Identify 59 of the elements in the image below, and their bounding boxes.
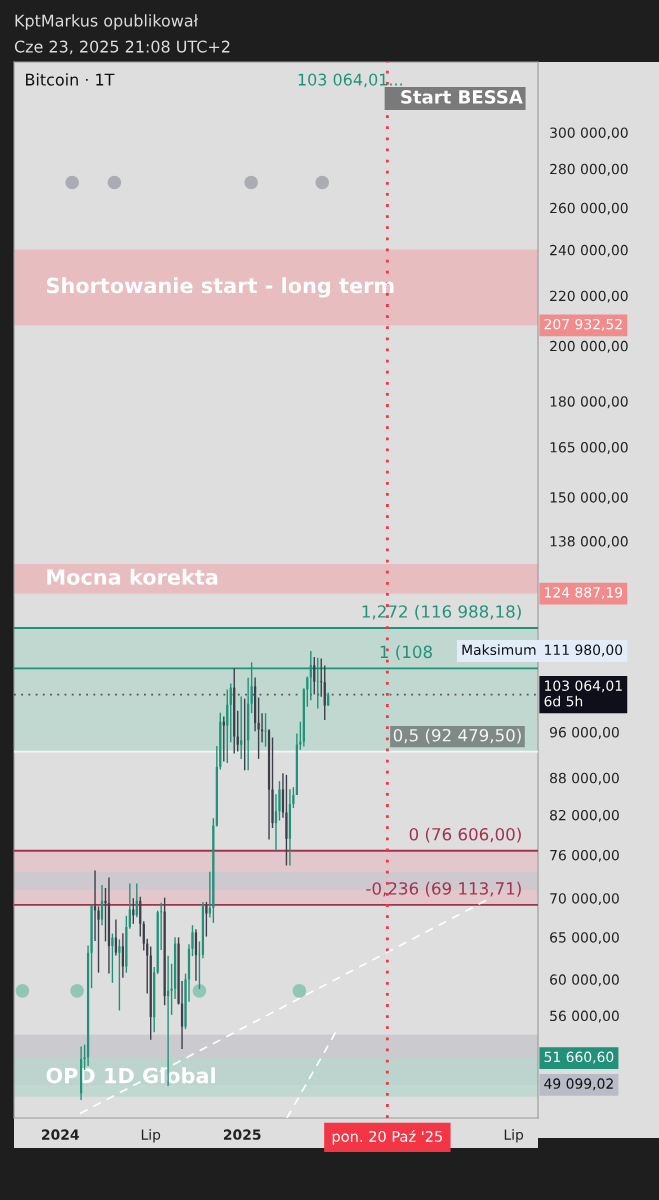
candlestick bbox=[240, 695, 243, 760]
candlestick bbox=[194, 928, 198, 982]
candlestick bbox=[111, 932, 114, 984]
y-tick-label: 96 000,00 bbox=[549, 727, 619, 739]
annotation: 51 660,60 bbox=[544, 1051, 614, 1064]
y-tick-label: 240 000,00 bbox=[550, 244, 628, 257]
y-tick-label: 56 000,00 bbox=[550, 1010, 619, 1023]
y-tick-label: 200 000,00 bbox=[550, 340, 628, 353]
band-label: Shortowanie start - long term bbox=[46, 277, 394, 298]
candlestick bbox=[323, 664, 326, 721]
y-tick-label: 300 000,00 bbox=[550, 127, 628, 140]
candlestick bbox=[142, 920, 145, 952]
y-tick-label: 76 000,00 bbox=[550, 849, 619, 862]
annotation: Bitcoin · 1T bbox=[26, 73, 115, 86]
candlestick bbox=[139, 896, 142, 938]
candlestick bbox=[132, 897, 135, 925]
candlestick bbox=[100, 884, 104, 926]
y-tick-label: 280 000,00 bbox=[550, 163, 628, 176]
y-tick-label: 82 000,00 bbox=[550, 809, 619, 822]
y-tick-label: 70 000,00 bbox=[550, 893, 619, 906]
x-tick-label: 2025 bbox=[223, 1129, 261, 1140]
annotation: 124 887,19 bbox=[545, 587, 623, 600]
y-tick-label: 65 000,00 bbox=[550, 932, 619, 945]
y-tick-label: 60 000,00 bbox=[550, 974, 619, 987]
annotation: Maksimum bbox=[462, 644, 536, 656]
candlestick bbox=[125, 915, 128, 974]
ref-line-label: 0,5 (92 479,50) bbox=[393, 728, 521, 744]
ref-line-label: 1,272 (116 988,18) bbox=[362, 604, 521, 620]
chart-subtitle: Cze 23, 2025 21:08 UTC+2 bbox=[14, 40, 230, 55]
y-tick-label: 88 000,00 bbox=[550, 772, 619, 785]
ref-line-label: pon. 20 Paź '25 bbox=[332, 1130, 442, 1145]
candlestick bbox=[205, 901, 208, 938]
candlestick bbox=[320, 657, 323, 698]
y-tick-label: 165 000,00 bbox=[550, 442, 628, 454]
y-tick-label: 220 000,00 bbox=[550, 290, 628, 303]
annotation: Start BESSA bbox=[401, 90, 523, 104]
y-tick-label: 180 000,00 bbox=[550, 396, 628, 409]
x-tick-label: 2024 bbox=[42, 1129, 79, 1140]
annotation: 111 980,00 bbox=[545, 644, 623, 657]
candlestick bbox=[313, 656, 316, 696]
x-tick-label: Lip bbox=[504, 1129, 524, 1143]
ref-line-label: 103 064,01 6d 5h bbox=[544, 680, 622, 707]
candlestick bbox=[118, 938, 121, 1012]
candlestick bbox=[121, 932, 124, 979]
y-tick-label: 150 000,00 bbox=[550, 492, 628, 505]
x-tick-label: Lip bbox=[141, 1129, 161, 1143]
candlestick bbox=[114, 918, 118, 957]
candlestick bbox=[285, 774, 288, 867]
annotation: 103 064,01... bbox=[298, 73, 402, 88]
annotation: 49 099,02 bbox=[544, 1078, 613, 1091]
candlestick bbox=[128, 882, 131, 930]
y-tick-label: 260 000,00 bbox=[550, 202, 628, 215]
ref-line-label: 0 (76 606,00) bbox=[409, 827, 521, 843]
band-label: Mocna korekta bbox=[47, 568, 218, 585]
annotation: 207 932,52 bbox=[544, 318, 622, 331]
y-tick-label: 138 000,00 bbox=[550, 536, 628, 548]
annotation: 1 (108 bbox=[380, 645, 432, 661]
chart-title: KptMarkus opublikował bbox=[15, 14, 199, 30]
ref-line-label: -0,236 (69 113,71) bbox=[366, 881, 521, 897]
